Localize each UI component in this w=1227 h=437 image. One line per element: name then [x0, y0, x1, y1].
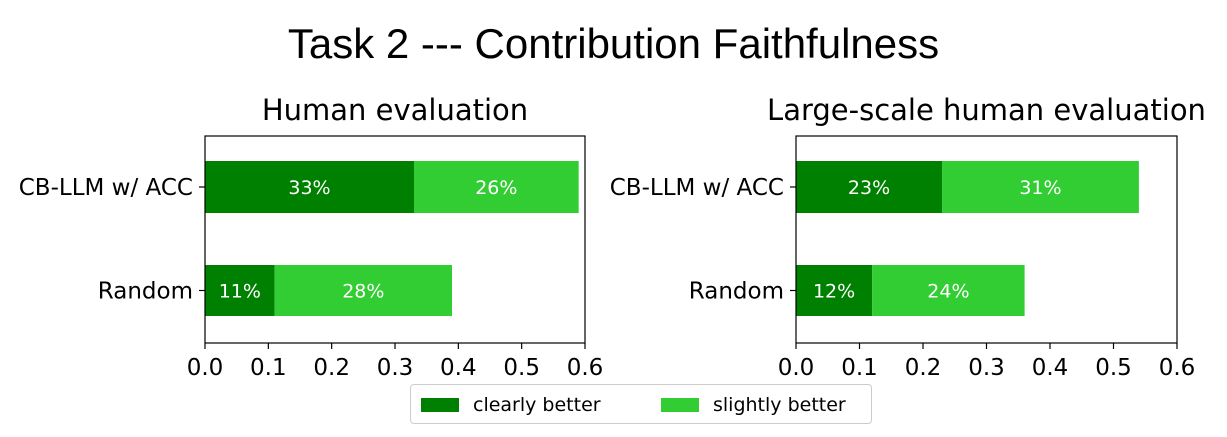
chart1-bar-cb-llm-w-acc-clearly-better — [205, 161, 414, 213]
chart1-xtick-label-6: 0.6 — [567, 355, 604, 381]
chart2-category-label-random: Random — [689, 279, 784, 305]
chart1-xtick-label-4: 0.4 — [440, 355, 477, 381]
chart1-xtick-label-2: 0.2 — [313, 355, 350, 381]
chart1-bar-random-slightly-better — [274, 265, 452, 316]
chart2-bar-label-cb-llm-w-acc-clearly-better: 23% — [848, 177, 890, 199]
chart1-bar-cb-llm-w-acc-slightly-better — [414, 161, 579, 213]
main-title: Task 2 --- Contribution Faithfulness — [287, 20, 940, 67]
chart2-title: Large-scale human evaluation — [767, 93, 1206, 127]
chart2-xtick-label-0: 0.0 — [778, 355, 815, 381]
legend-swatch-slightly-better — [661, 398, 699, 412]
legend-item-clearly-better: clearly better — [421, 392, 601, 418]
chart1-xtick-label-5: 0.5 — [503, 355, 540, 381]
chart1-xtick-label-3: 0.3 — [377, 355, 414, 381]
legend-swatch-clearly-better — [421, 398, 459, 412]
chart2-xtick-label-3: 0.3 — [968, 355, 1005, 381]
chart2-bar-label-random-clearly-better: 12% — [813, 281, 855, 303]
chart1-category-label-cb-llm-w-acc: CB-LLM w/ ACC — [19, 175, 193, 201]
chart2-bar-random-slightly-better — [872, 265, 1025, 316]
chart2-bar-cb-llm-w-acc-slightly-better — [942, 161, 1139, 213]
legend-label-slightly-better: slightly better — [713, 394, 846, 416]
chart2-xtick-label-1: 0.1 — [841, 355, 878, 381]
legend-label-clearly-better: clearly better — [473, 394, 601, 416]
chart2-bar-cb-llm-w-acc-clearly-better — [796, 161, 943, 213]
chart2-category-label-cb-llm-w-acc: CB-LLM w/ ACC — [610, 175, 784, 201]
chart2-bar-label-random-slightly-better: 24% — [927, 281, 969, 303]
chart2-xtick-label-6: 0.6 — [1159, 355, 1196, 381]
chart1-bar-label-cb-llm-w-acc-slightly-better: 26% — [475, 177, 517, 199]
chart1-bar-random-clearly-better — [205, 265, 275, 316]
chart2-bar-random-clearly-better — [796, 265, 873, 316]
chart2-xtick-label-2: 0.2 — [905, 355, 942, 381]
chart1-bar-label-random-slightly-better: 28% — [342, 281, 384, 303]
chart1-xtick-label-0: 0.0 — [187, 355, 224, 381]
legend-item-slightly-better: slightly better — [661, 392, 846, 418]
chart2-xtick-label-5: 0.5 — [1095, 355, 1132, 381]
chart1-bar-label-cb-llm-w-acc-clearly-better: 33% — [288, 177, 330, 199]
chart1-category-label-random: Random — [98, 279, 193, 305]
chart2-xtick-label-4: 0.4 — [1032, 355, 1069, 381]
chart2-bar-label-cb-llm-w-acc-slightly-better: 31% — [1019, 177, 1061, 199]
chart1-title: Human evaluation — [262, 93, 528, 127]
chart1-xtick-label-1: 0.1 — [250, 355, 287, 381]
legend: clearly better slightly better — [410, 384, 872, 424]
chart1-bar-label-random-clearly-better: 11% — [219, 281, 261, 303]
